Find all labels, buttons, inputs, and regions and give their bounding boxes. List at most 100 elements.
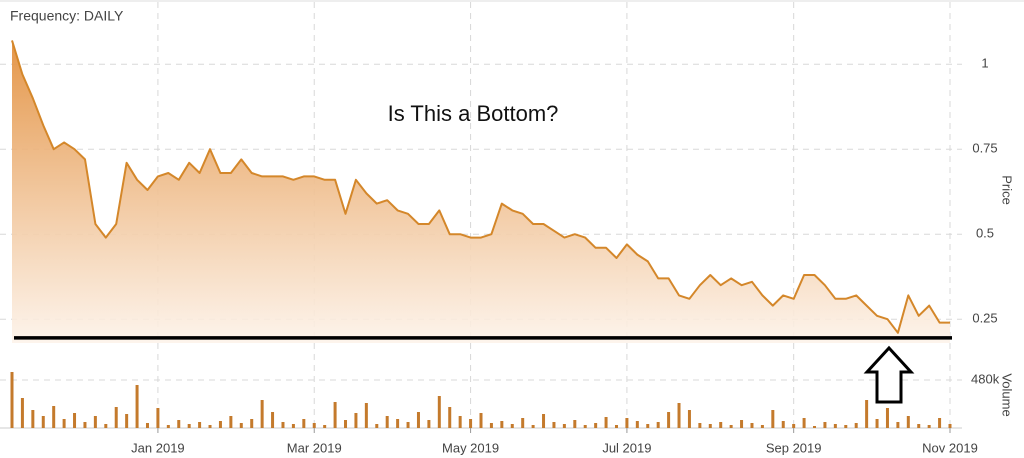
volume-bar xyxy=(479,413,483,428)
volume-bar xyxy=(291,424,295,428)
volume-bar xyxy=(396,419,400,428)
volume-bar xyxy=(448,407,452,428)
volume-bar xyxy=(792,424,796,428)
volume-bar xyxy=(938,418,942,428)
volume-bar xyxy=(802,418,806,428)
volume-bar xyxy=(385,416,389,428)
volume-bar xyxy=(656,422,660,428)
chart-title: Is This a Bottom? xyxy=(388,101,559,126)
volume-bar xyxy=(729,425,733,428)
volume-bar xyxy=(73,413,77,428)
volume-bar xyxy=(250,419,254,428)
volume-bar xyxy=(719,422,723,428)
volume-bar xyxy=(677,403,681,428)
volume-bar xyxy=(542,414,546,428)
volume-bar xyxy=(552,422,556,428)
volume-bar xyxy=(135,385,139,428)
volume-bar xyxy=(698,423,702,428)
volume-bar xyxy=(458,416,462,428)
volume-bar xyxy=(760,425,764,428)
volume-bar xyxy=(521,418,525,428)
volume-bar xyxy=(489,423,493,428)
volume-bar xyxy=(510,424,514,428)
x-tick-label: Mar 2019 xyxy=(287,440,342,455)
volume-bar xyxy=(125,414,129,428)
volume-bar xyxy=(218,421,222,428)
volume-bar xyxy=(604,417,608,428)
volume-bar xyxy=(823,422,827,428)
volume-bar xyxy=(239,423,243,428)
volume-bar xyxy=(614,425,618,428)
volume-bar xyxy=(427,420,431,428)
x-tick-label: Jan 2019 xyxy=(131,440,185,455)
volume-bar xyxy=(469,419,473,428)
price-area xyxy=(12,40,950,344)
volume-bar xyxy=(229,416,233,428)
volume-bar xyxy=(635,421,639,428)
volume-bar xyxy=(917,424,921,428)
volume-bar xyxy=(667,412,671,428)
volume-bar xyxy=(813,426,817,428)
volume-bar xyxy=(323,425,327,428)
volume-axis-label: Volume xyxy=(1000,373,1015,416)
volume-bar xyxy=(500,421,504,428)
volume-bar xyxy=(344,420,348,428)
y-axis-label: Price xyxy=(1000,175,1015,205)
x-tick-label: Jul 2019 xyxy=(602,440,651,455)
x-tick-label: Sep 2019 xyxy=(766,440,822,455)
volume-bar xyxy=(906,416,910,428)
volume-bar xyxy=(271,412,275,428)
volume-bar xyxy=(20,398,24,428)
volume-bar xyxy=(583,425,587,428)
volume-bar xyxy=(833,424,837,428)
volume-bar xyxy=(740,420,744,428)
volume-bar xyxy=(771,410,775,428)
volume-bar xyxy=(646,424,650,428)
volume-bar xyxy=(208,425,212,428)
chart-subtitle: Frequency: DAILY xyxy=(10,8,124,24)
volume-bar xyxy=(531,425,535,428)
volume-bar xyxy=(375,424,379,428)
volume-bar xyxy=(708,424,712,428)
volume-bar xyxy=(177,420,181,428)
volume-bar xyxy=(52,406,56,428)
volume-bar xyxy=(406,422,410,428)
volume-bar xyxy=(187,424,191,428)
volume-tick-label: 480k xyxy=(971,371,1000,386)
volume-bar xyxy=(625,418,629,428)
volume-bar xyxy=(312,423,316,428)
volume-bar xyxy=(687,410,691,428)
y-tick-label: 0.25 xyxy=(972,311,997,326)
volume-bar xyxy=(927,425,931,428)
y-tick-label: 0.5 xyxy=(976,226,994,241)
volume-bar xyxy=(844,425,848,428)
volume-bar xyxy=(750,423,754,428)
volume-bar xyxy=(573,420,577,428)
y-tick-label: 1 xyxy=(981,56,988,71)
volume-bar xyxy=(302,419,306,428)
volume-bar xyxy=(594,423,598,428)
volume-bar xyxy=(166,425,170,428)
volume-bar xyxy=(948,424,952,428)
volume-bar xyxy=(885,408,889,428)
volume-bar xyxy=(93,416,97,428)
volume-bar xyxy=(41,416,45,428)
volume-bar xyxy=(896,422,900,428)
volume-bar xyxy=(281,422,285,428)
volume-bar xyxy=(156,408,160,428)
plot xyxy=(10,40,952,428)
y-tick-label: 0.75 xyxy=(972,141,997,156)
volume-bar xyxy=(198,422,202,428)
volume-bar xyxy=(875,419,879,428)
arrow xyxy=(863,345,915,404)
volume-bar xyxy=(260,400,264,428)
volume-bar xyxy=(364,403,368,428)
volume-bar xyxy=(354,413,358,428)
volume-bar xyxy=(114,407,118,428)
x-tick-label: May 2019 xyxy=(442,440,499,455)
volume-bar xyxy=(416,412,420,428)
volume-bar xyxy=(10,372,14,428)
